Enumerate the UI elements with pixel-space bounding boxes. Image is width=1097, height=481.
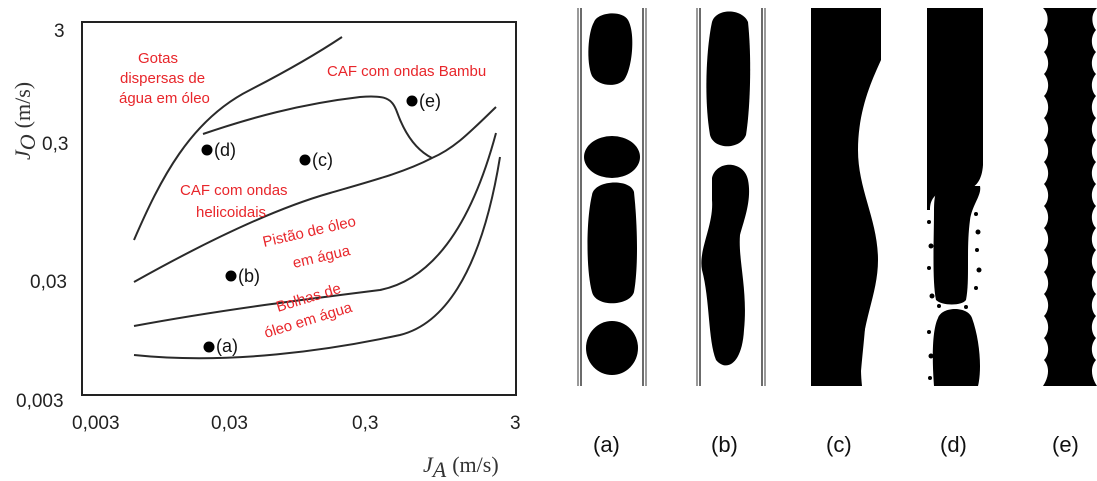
region-label-pistao: em água	[291, 242, 352, 272]
point-marker-b	[225, 270, 237, 282]
photo-caption-d: (d)	[940, 432, 967, 457]
point-marker-a	[203, 341, 215, 353]
x-tick-3: 3	[510, 413, 521, 434]
boundary-bubble-lower	[133, 156, 501, 360]
y-tick-0-3: 0,3	[42, 134, 68, 155]
photo-caption-b: (b)	[711, 432, 738, 457]
photo-c	[810, 8, 882, 386]
x-tick-0-3: 0,3	[352, 413, 378, 434]
operating-points: (a) (b) (c) (d) (e)	[201, 91, 441, 356]
point-marker-c	[299, 154, 311, 166]
region-label-caf-helicoidais: CAF com ondas	[180, 182, 288, 199]
boundary-helical-lower	[133, 106, 497, 283]
photo-caption-c: (c)	[826, 432, 852, 457]
y-axis-title: JO(m/s)	[10, 82, 40, 160]
boundary-slug-lower	[133, 132, 497, 327]
region-label-caf-helicoidais: helicoidais	[196, 204, 266, 221]
x-tick-0-003: 0,003	[72, 413, 120, 434]
point-label-b: (b)	[238, 266, 260, 286]
x-tick-0-03: 0,03	[211, 413, 248, 434]
point-label-e: (e)	[419, 91, 441, 111]
region-label-caf-bambu: CAF com ondas Bambu	[327, 63, 486, 80]
y-tick-0-003: 0,003	[16, 391, 64, 412]
photo-e	[1041, 8, 1097, 386]
photo-a	[576, 8, 648, 386]
point-label-a: (a)	[216, 336, 238, 356]
photo-b	[695, 8, 767, 386]
point-marker-d	[201, 144, 213, 156]
region-label-gotas: Gotas	[138, 50, 178, 67]
transition-boundaries	[133, 36, 501, 360]
flow-photographs: (a) (b) (c) (d) (e)	[576, 8, 1097, 457]
svg-text:JO(m/s): JO(m/s)	[10, 82, 40, 160]
y-tick-3: 3	[54, 21, 65, 42]
boundary-bamboo	[202, 95, 433, 159]
boundary-dispersed-upper	[133, 36, 343, 241]
photo-d	[926, 8, 998, 386]
map-frame	[81, 21, 517, 396]
flow-pattern-map: 3 0,3 0,03 0,003 0,003 0,03 0,3 3 JO(m/s…	[10, 21, 521, 481]
point-marker-e	[406, 95, 418, 107]
region-label-gotas: dispersas de	[120, 70, 205, 87]
point-label-c: (c)	[312, 150, 333, 170]
point-label-d: (d)	[214, 140, 236, 160]
photo-caption-e: (e)	[1052, 432, 1079, 457]
svg-text:JA(m/s): JA (m/s)	[423, 452, 499, 481]
y-tick-0-03: 0,03	[30, 272, 67, 293]
x-axis-title: JA (m/s)	[423, 452, 499, 481]
photo-caption-a: (a)	[593, 432, 620, 457]
region-label-gotas: água em óleo	[119, 90, 210, 107]
